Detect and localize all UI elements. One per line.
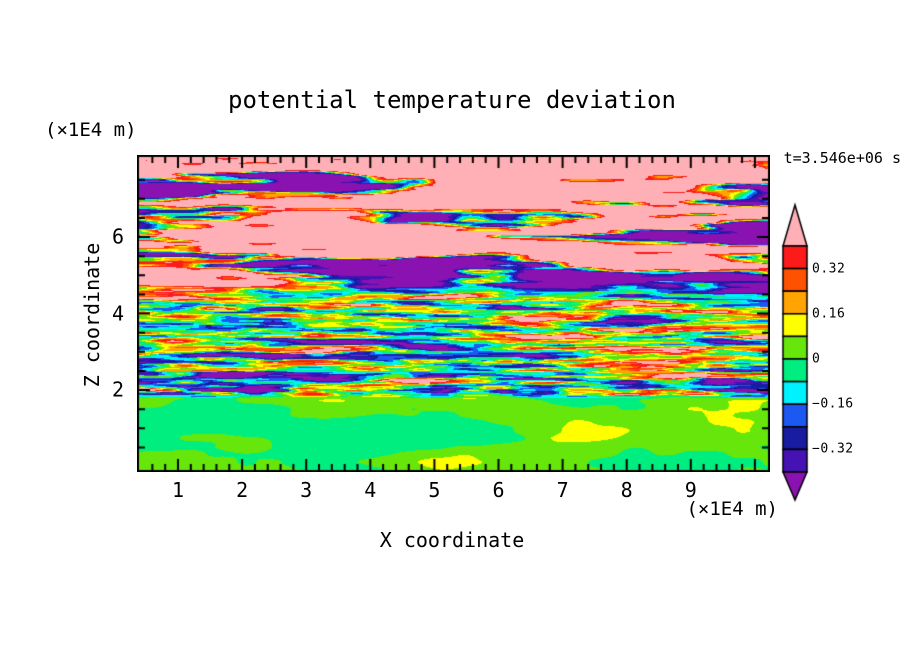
timestamp-label: t=3.546e+06 s — [783, 149, 901, 167]
x-tick-label: 6 — [492, 478, 505, 502]
x-tick-label: 8 — [620, 478, 633, 502]
contour-field-canvas — [137, 155, 770, 472]
z-tick-label: 4 — [111, 301, 124, 326]
z-axis-units-label: (×1E4 m) — [45, 119, 137, 141]
colorbar-label: 0.16 — [812, 306, 846, 322]
x-axis-title: X coordinate — [379, 528, 525, 552]
colorbar-label: 0 — [812, 351, 821, 367]
x-tick-label: 1 — [171, 478, 185, 502]
x-axis-units-label: (×1E4 m) — [686, 498, 778, 520]
colorbar-label: −0.16 — [812, 396, 854, 412]
x-tick-label: 2 — [236, 478, 249, 502]
colorbar-label: 0.32 — [812, 261, 846, 277]
chart-title: potential temperature deviation — [228, 86, 676, 114]
x-tick-label: 4 — [364, 478, 377, 502]
x-tick-label: 9 — [684, 478, 697, 502]
z-tick-label: 6 — [111, 224, 124, 249]
colorbar-canvas — [780, 200, 810, 506]
z-tick-label: 2 — [111, 377, 124, 402]
x-tick-label: 5 — [428, 478, 441, 502]
x-tick-label: 7 — [556, 478, 569, 502]
colorbar-label: −0.32 — [812, 441, 854, 457]
x-tick-label: 3 — [300, 478, 313, 502]
